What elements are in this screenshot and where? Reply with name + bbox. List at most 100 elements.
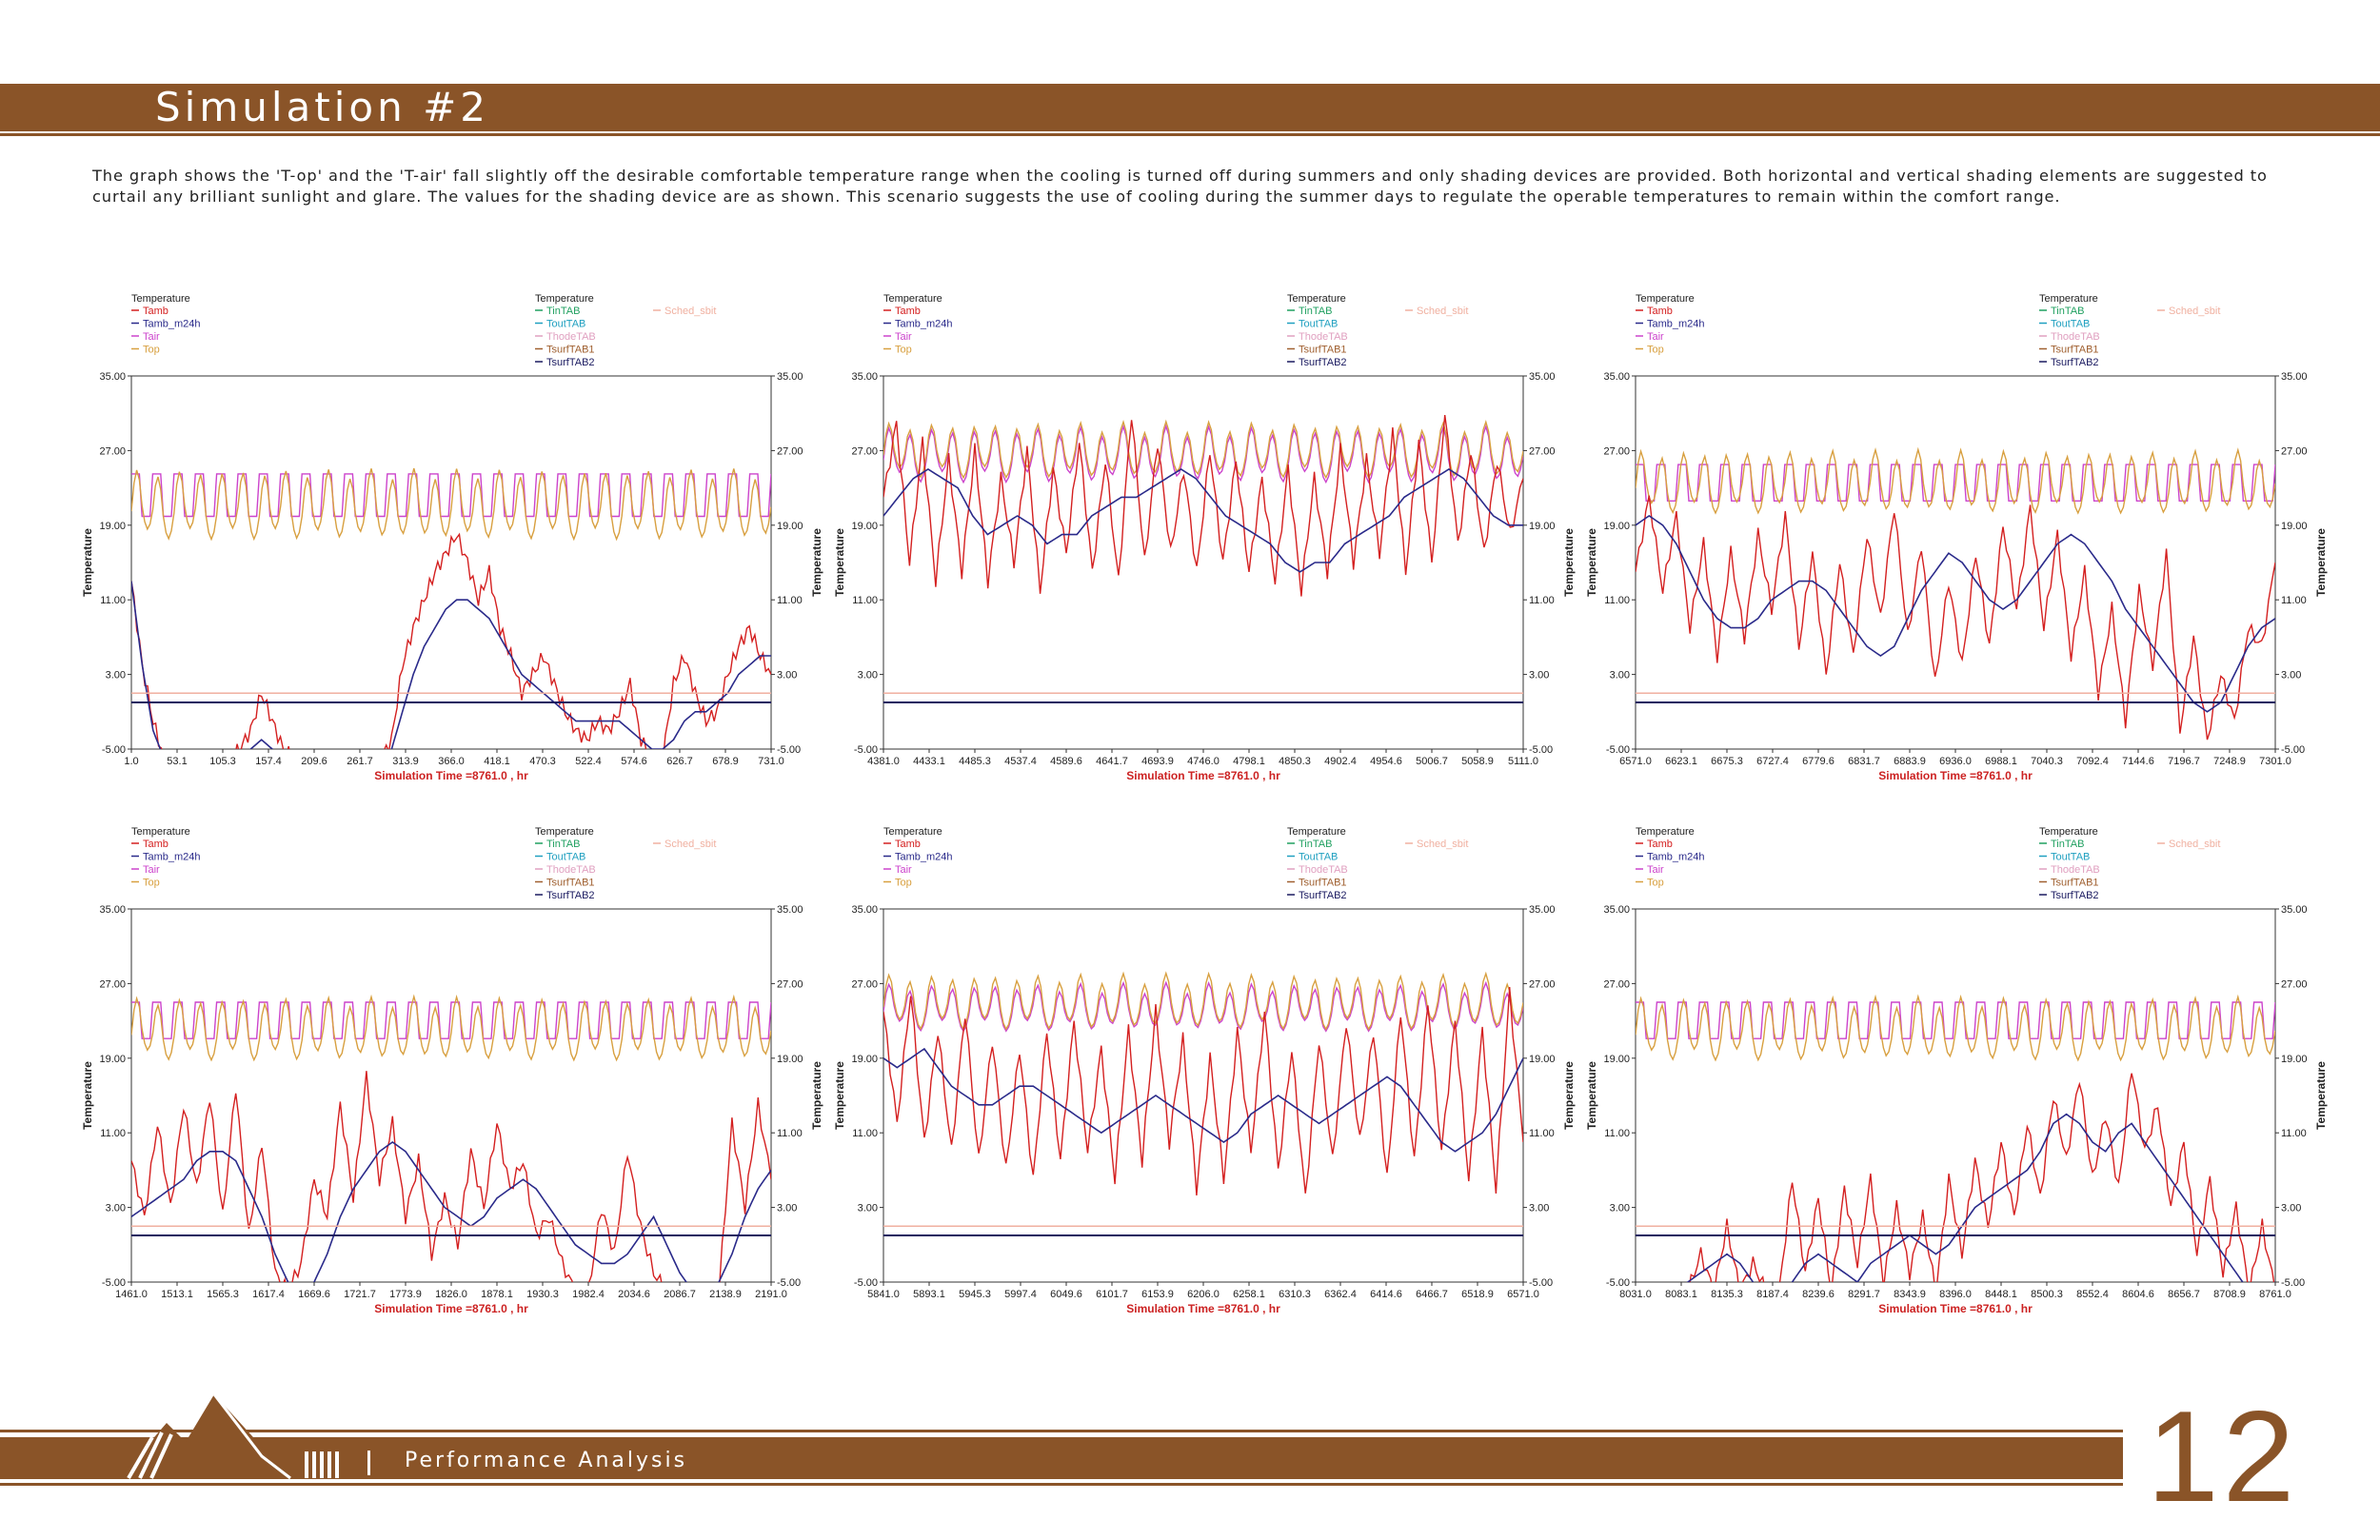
x-tick-label: 5058.9 (1461, 756, 1494, 767)
legend-heading-left: Temperature (883, 293, 942, 305)
series-line-Tamb_m24h (1636, 515, 2275, 713)
y-tick-label: 35.00 (1529, 904, 1556, 916)
footer-stripe (0, 1483, 2123, 1486)
y-tick-label: 27.00 (851, 978, 878, 990)
x-tick-label: 4954.6 (1370, 756, 1402, 767)
x-tick-label: 6153.9 (1141, 1289, 1174, 1300)
y-tick-label: 19.00 (851, 521, 878, 532)
x-tick-label: 105.3 (209, 756, 236, 767)
legend-item-Tamb_m24h: Tamb_m24h (1647, 852, 1705, 863)
y-tick-label: 19.00 (1603, 521, 1630, 532)
y-tick-label: 19.00 (851, 1054, 878, 1065)
y-tick-label: 27.00 (777, 978, 803, 990)
plot-area (1636, 446, 2275, 740)
series-line-Tamb (1655, 1073, 2275, 1282)
y-tick-label: -5.00 (777, 744, 801, 756)
page-number: 12 (2147, 1384, 2299, 1529)
x-tick-label: 8761.0 (2259, 1289, 2291, 1300)
y-tick-label: 3.00 (858, 670, 878, 681)
series-line-Top (883, 419, 1523, 480)
header-band (0, 84, 2380, 136)
x-tick-label: 1669.6 (298, 1289, 330, 1300)
x-tick-label: 7196.7 (2168, 756, 2200, 767)
y-tick-label: 19.00 (777, 1054, 803, 1065)
x-tick-label: 6675.3 (1711, 756, 1743, 767)
legend-item-TsurfTAB1: TsurfTAB1 (1299, 878, 1347, 889)
legend-item-Top: Top (1647, 878, 1664, 889)
x-tick-label: 261.7 (347, 756, 373, 767)
legend-item-TinTAB: TinTAB (546, 839, 580, 850)
series-line-Tamb_m24h (131, 1141, 771, 1282)
y-tick-label: 3.00 (858, 1203, 878, 1214)
y-tick-label: 3.00 (1529, 1203, 1549, 1214)
x-tick-label: 8187.4 (1756, 1289, 1789, 1300)
legend-item-Tair: Tair (1647, 331, 1664, 343)
y-tick-label: 11.00 (852, 1128, 878, 1139)
y-tick-label: -5.00 (1606, 744, 1630, 756)
y-tick-label: 11.00 (2281, 595, 2307, 606)
x-tick-label: 8135.3 (1711, 1289, 1743, 1300)
x-tick-label: 6831.7 (1848, 756, 1880, 767)
x-tick-label: 5893.1 (913, 1289, 945, 1300)
legend-heading-right: Temperature (1287, 293, 1346, 305)
x-tick-label: 5997.4 (1004, 1289, 1037, 1300)
x-tick-label: 4850.3 (1279, 756, 1311, 767)
y-axis-label-right: Temperature (1562, 1061, 1576, 1130)
x-tick-label: 8604.6 (2122, 1289, 2154, 1300)
x-tick-label: 4537.4 (1004, 756, 1037, 767)
y-tick-label: -5.00 (854, 744, 878, 756)
y-tick-label: 3.00 (2281, 1203, 2301, 1214)
legend-item-ToutTAB: ToutTAB (546, 319, 585, 330)
legend-item-TsurfTAB2: TsurfTAB2 (1299, 890, 1347, 901)
legend-item-Top: Top (895, 878, 912, 889)
chart-panel-2: TemperatureTambTamb_m24hTairTopTemperatu… (833, 293, 1576, 782)
x-tick-label: 1930.3 (526, 1289, 559, 1300)
x-axis-label: Simulation Time =8761.0 , hr (1126, 769, 1280, 782)
series-line-Tamb (1636, 495, 2275, 740)
legend-item-Tamb: Tamb (895, 306, 921, 317)
x-tick-label: 5841.0 (867, 1289, 900, 1300)
chart-panel-4: TemperatureTambTamb_m24hTairTopTemperatu… (81, 826, 823, 1315)
legend-item-Tair: Tair (895, 864, 912, 876)
y-tick-label: 35.00 (1529, 371, 1556, 383)
y-tick-label: 27.00 (99, 445, 126, 457)
y-tick-label: -5.00 (102, 1277, 126, 1289)
x-tick-label: 8291.7 (1848, 1289, 1880, 1300)
y-tick-label: 35.00 (99, 371, 126, 383)
x-tick-label: 6518.9 (1461, 1289, 1494, 1300)
x-tick-label: 7144.6 (2122, 756, 2154, 767)
legend-item-Sched_sbit: Sched_sbit (1417, 839, 1468, 850)
x-tick-label: 522.4 (575, 756, 602, 767)
y-tick-label: 27.00 (1529, 445, 1556, 457)
legend-item-Tamb: Tamb (1647, 306, 1673, 317)
series-line-Top (883, 971, 1523, 1031)
series-line-Tamb_m24h (883, 1047, 1523, 1153)
series-line-Tair (131, 473, 771, 518)
y-tick-label: 3.00 (777, 1203, 797, 1214)
x-tick-label: 6466.7 (1416, 1289, 1448, 1300)
x-tick-label: 4693.9 (1141, 756, 1174, 767)
x-tick-label: 4798.1 (1233, 756, 1265, 767)
x-tick-label: 1617.4 (252, 1289, 285, 1300)
y-axis-label-right: Temperature (810, 528, 823, 597)
y-axis-label-right: Temperature (2314, 1061, 2328, 1130)
legend-item-TinTAB: TinTAB (1299, 839, 1332, 850)
y-tick-label: 35.00 (851, 371, 878, 383)
y-axis-label-left: Temperature (81, 1061, 94, 1130)
legend-item-ToutTAB: ToutTAB (1299, 319, 1338, 330)
y-tick-label: 27.00 (2281, 978, 2308, 990)
x-tick-label: 6049.6 (1050, 1289, 1082, 1300)
y-tick-label: 3.00 (1529, 670, 1549, 681)
x-tick-label: 1721.7 (344, 1289, 376, 1300)
chart-panel-5: TemperatureTambTamb_m24hTairTopTemperatu… (833, 826, 1576, 1315)
chart-panel-3: TemperatureTambTamb_m24hTairTopTemperatu… (1585, 293, 2328, 782)
legend-item-Tair: Tair (143, 864, 160, 876)
y-tick-label: 35.00 (851, 904, 878, 916)
x-tick-label: 2034.6 (618, 1289, 650, 1300)
x-tick-label: 6936.0 (1939, 756, 1972, 767)
x-tick-label: 5006.7 (1416, 756, 1448, 767)
x-tick-label: 6571.0 (1619, 756, 1652, 767)
legend-item-TsurfTAB2: TsurfTAB2 (2051, 357, 2099, 368)
y-tick-label: -5.00 (777, 1277, 801, 1289)
legend-item-ToutTAB: ToutTAB (1299, 852, 1338, 863)
